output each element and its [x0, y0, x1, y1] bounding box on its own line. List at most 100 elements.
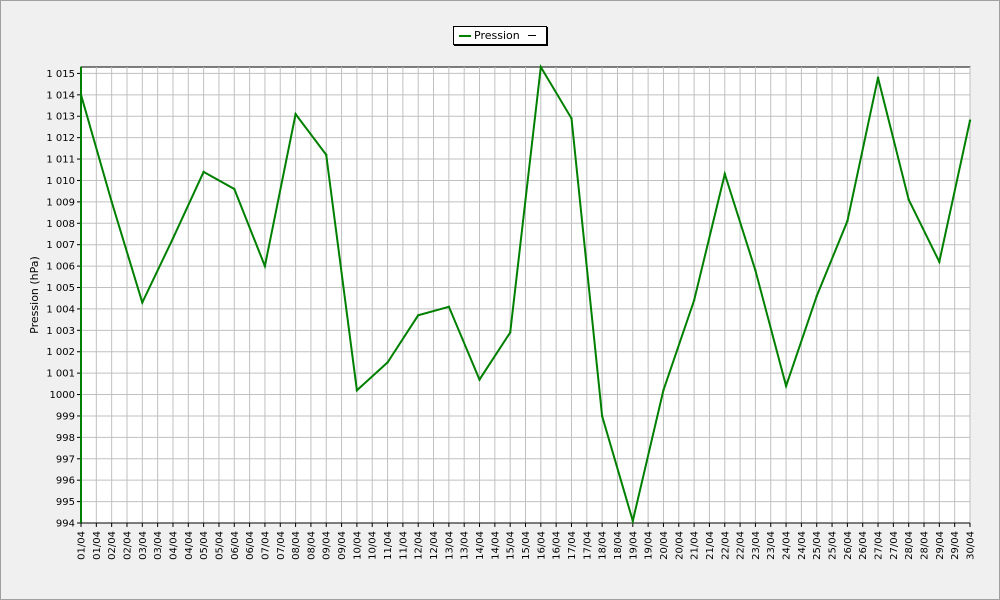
- data-point: [141, 301, 144, 304]
- x-tick-label: 02/04: [107, 531, 118, 560]
- legend-dash: [528, 35, 536, 36]
- x-tick-label: 12/04: [429, 531, 440, 560]
- x-tick-label: 18/04: [613, 531, 624, 560]
- y-tick-label: 994: [56, 519, 75, 530]
- x-tick-label: 30/04: [966, 531, 977, 560]
- data-point: [233, 187, 236, 191]
- data-point: [417, 314, 420, 317]
- data-point: [876, 76, 880, 79]
- x-tick-label: 01/04: [92, 531, 103, 560]
- y-tick-label: 996: [56, 476, 75, 487]
- y-tick-label: 1 011: [46, 155, 75, 166]
- x-tick-label: 29/04: [950, 531, 961, 560]
- x-tick-label: 20/04: [659, 531, 670, 560]
- y-tick-label: 1 006: [46, 262, 75, 273]
- x-tick-label: 29/04: [935, 531, 946, 560]
- x-tick-label: 17/04: [567, 531, 578, 560]
- x-tick-label: 11/04: [383, 531, 394, 560]
- x-tick-label: 28/04: [920, 531, 931, 560]
- x-tick-label: 11/04: [398, 531, 409, 560]
- x-tick-label: 22/04: [720, 531, 731, 560]
- y-tick-label: 1 001: [46, 369, 75, 380]
- x-tick-label: 08/04: [306, 531, 317, 560]
- y-axis-label: Pression (hPa): [28, 256, 41, 334]
- x-tick-label: 06/04: [230, 531, 241, 560]
- x-tick-label: 07/04: [276, 531, 287, 560]
- data-point: [968, 119, 972, 122]
- x-tick-label: 24/04: [797, 531, 808, 560]
- x-tick-label: 14/04: [475, 531, 486, 560]
- y-tick-label: 1 012: [46, 133, 75, 144]
- x-tick-label: 16/04: [552, 531, 563, 560]
- x-tick-label: 16/04: [536, 531, 547, 560]
- x-tick-label: 05/04: [214, 531, 225, 560]
- x-tick-label: 08/04: [291, 531, 302, 560]
- x-tick-label: 05/04: [199, 531, 210, 560]
- y-axis: 994 995 996 997 998 999 1000 1 001 1 002 1 003 1 0…: [46, 67, 82, 530]
- data-point: [508, 331, 512, 334]
- data-point: [723, 172, 726, 176]
- data-point: [171, 237, 175, 240]
- y-tick-label: 1 005: [46, 283, 75, 294]
- x-tick-label: 19/04: [644, 531, 655, 560]
- x-axis: 01/04 01/04 02/04 02/04 03/04 03/04 04/04 04/04…: [77, 522, 977, 560]
- data-point: [478, 378, 481, 381]
- data-point: [386, 361, 389, 364]
- y-tick-label: 1 010: [46, 176, 75, 187]
- x-tick-label: 01/04: [77, 531, 88, 560]
- y-tick-label: 999: [56, 411, 75, 422]
- data-point: [263, 264, 267, 268]
- data-point: [907, 198, 910, 201]
- data-point: [79, 93, 83, 97]
- x-tick-label: 09/04: [322, 531, 333, 560]
- y-tick-label: 1 003: [46, 326, 75, 337]
- data-point: [325, 153, 328, 156]
- y-tick-label: 1 007: [46, 240, 75, 251]
- x-tick-label: 26/04: [843, 531, 854, 560]
- data-point: [754, 269, 757, 272]
- x-tick-label: 15/04: [506, 531, 517, 560]
- x-tick-label: 25/04: [812, 531, 823, 560]
- x-tick-label: 03/04: [153, 531, 164, 560]
- x-tick-label: 10/04: [368, 531, 379, 560]
- x-tick-label: 27/04: [889, 531, 900, 560]
- y-tick-label: 1 002: [46, 347, 75, 358]
- legend-swatch: [459, 35, 471, 37]
- x-tick-label: 23/04: [766, 531, 777, 560]
- x-tick-label: 07/04: [260, 531, 271, 560]
- x-tick-label: 18/04: [598, 531, 609, 560]
- x-tick-label: 03/04: [138, 531, 149, 560]
- data-point: [110, 200, 113, 204]
- y-tick-label: 1 004: [46, 304, 75, 315]
- x-tick-label: 14/04: [490, 531, 501, 560]
- data-point: [784, 384, 788, 388]
- data-point: [447, 305, 451, 308]
- data-point: [539, 65, 543, 69]
- series-line-pression: [80, 63, 971, 525]
- x-tick-label: 13/04: [444, 531, 455, 560]
- data-point: [202, 170, 205, 174]
- x-tick-label: 09/04: [337, 531, 348, 560]
- x-tick-label: 22/04: [736, 531, 747, 560]
- y-tick-label: 998: [56, 433, 75, 444]
- x-tick-label: 04/04: [184, 531, 195, 560]
- x-tick-label: 19/04: [628, 531, 639, 560]
- x-tick-label: 24/04: [782, 531, 793, 560]
- x-tick-label: 26/04: [858, 531, 869, 560]
- x-tick-label: 06/04: [245, 531, 256, 560]
- x-tick-label: 28/04: [904, 531, 915, 560]
- x-tick-label: 21/04: [690, 531, 701, 560]
- x-tick-label: 20/04: [674, 531, 685, 560]
- legend-series-name: Pression: [474, 29, 520, 42]
- y-tick-label: 995: [56, 497, 75, 508]
- data-point: [692, 299, 696, 302]
- data-point: [355, 389, 359, 392]
- x-tick-label: 23/04: [751, 531, 762, 560]
- data-point: [662, 389, 665, 392]
- x-tick-label: 02/04: [122, 531, 133, 560]
- y-tick-label: 1 013: [46, 112, 75, 123]
- x-tick-label: 12/04: [414, 531, 425, 560]
- x-tick-label: 10/04: [352, 531, 363, 560]
- legend: Pression: [453, 26, 547, 45]
- y-tick-label: 1 014: [46, 90, 75, 101]
